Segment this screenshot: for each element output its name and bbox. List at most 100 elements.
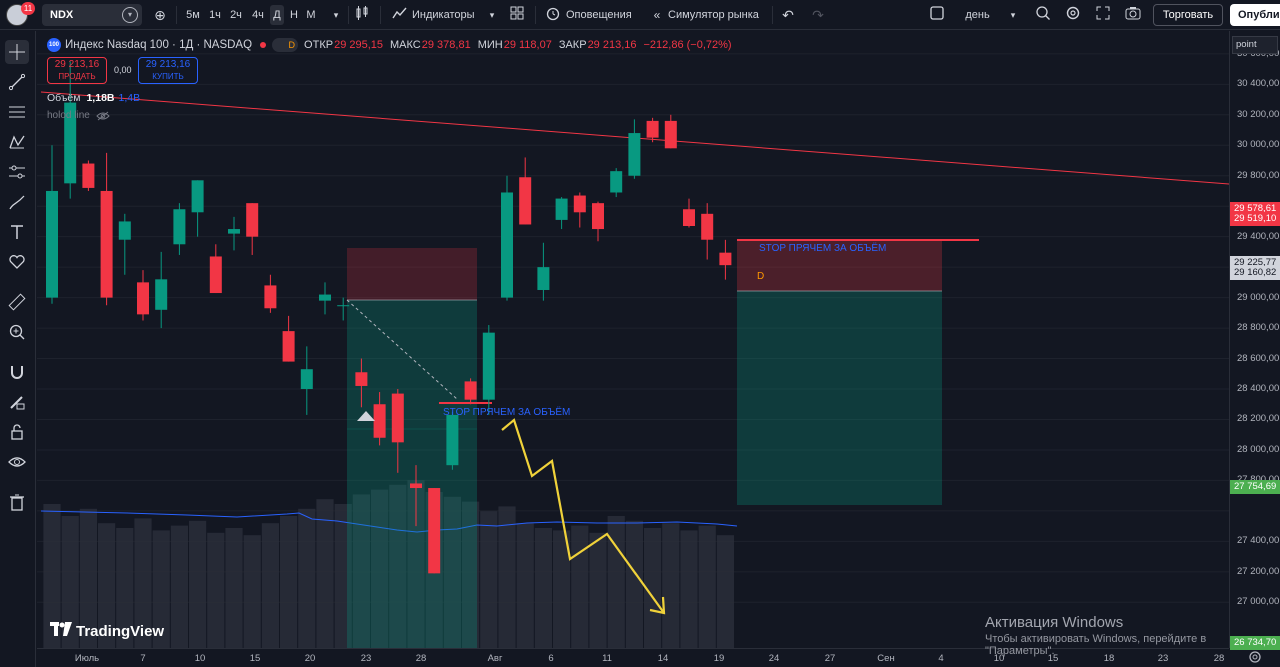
settings-gear-icon[interactable] xyxy=(1063,5,1083,25)
candle-body[interactable] xyxy=(246,203,259,237)
chart-title[interactable]: Индекс Nasdaq 100 · 1Д · NASDAQ xyxy=(65,39,253,51)
candle-body[interactable] xyxy=(373,404,386,438)
candle-body[interactable] xyxy=(46,190,58,298)
buy-button[interactable]: 29 213,16 КУПИТЬ xyxy=(138,57,198,84)
layouts-grid-icon[interactable] xyxy=(507,5,527,25)
forecast-arrow-path[interactable] xyxy=(501,418,665,614)
candle-body[interactable] xyxy=(410,483,422,489)
brush-icon[interactable] xyxy=(5,190,29,214)
horizontal-lines-icon[interactable] xyxy=(5,100,29,124)
alerts-button[interactable]: Оповещения xyxy=(566,9,632,21)
ruler-icon[interactable] xyxy=(5,290,29,314)
interval-w[interactable]: Н xyxy=(290,9,298,21)
trash-icon[interactable] xyxy=(5,490,29,514)
candle-body[interactable] xyxy=(592,203,604,230)
candle-body[interactable] xyxy=(191,180,204,213)
interval-5m[interactable]: 5м xyxy=(186,9,200,21)
candle-body[interactable] xyxy=(155,279,168,310)
interval-d[interactable]: Д xyxy=(270,5,284,25)
lock-pencil-icon[interactable] xyxy=(5,390,29,414)
interval-m[interactable]: М xyxy=(306,9,316,21)
interval-2h[interactable]: 2ч xyxy=(230,9,242,21)
publish-button[interactable]: Опубли xyxy=(1230,4,1280,26)
redo-icon[interactable]: ↷ xyxy=(812,7,824,23)
candle-body[interactable] xyxy=(555,198,568,220)
chevron-down-icon[interactable]: ▾ xyxy=(122,7,138,23)
candle-body[interactable] xyxy=(573,195,586,213)
replay-button[interactable]: Симулятор рынка xyxy=(668,9,759,21)
candle-body[interactable] xyxy=(319,294,331,301)
heart-icon[interactable] xyxy=(5,250,29,274)
magnet-icon[interactable] xyxy=(5,360,29,384)
pattern-icon[interactable] xyxy=(5,130,29,154)
candle-body[interactable] xyxy=(64,102,77,184)
volume-legend[interactable]: Объём 1,18B 1,4B xyxy=(47,92,141,104)
symbol-search[interactable]: NDX ▾ xyxy=(42,4,142,26)
position-target-zone[interactable] xyxy=(347,300,477,648)
replay-icon[interactable]: « xyxy=(653,8,661,22)
alarm-clock-icon[interactable] xyxy=(543,5,563,25)
sell-button[interactable]: 29 213,16 ПРОДАТЬ xyxy=(47,57,107,84)
crosshair-icon[interactable] xyxy=(5,40,29,64)
candle-body[interactable] xyxy=(209,256,222,294)
position-target-zone-right[interactable] xyxy=(737,291,942,505)
candle-body[interactable] xyxy=(519,177,532,225)
tradingview-logo[interactable]: TradingView xyxy=(50,622,164,640)
hold-line-legend[interactable]: holod line xyxy=(47,110,110,121)
candle-body[interactable] xyxy=(683,209,695,227)
candle-body[interactable] xyxy=(391,393,404,443)
candle-body[interactable] xyxy=(664,120,677,149)
candle-body[interactable] xyxy=(337,305,350,307)
camera-icon[interactable] xyxy=(1123,5,1143,25)
candle-body[interactable] xyxy=(282,331,295,362)
candle-body[interactable] xyxy=(355,372,368,386)
undo-icon[interactable]: ↶ xyxy=(782,7,794,23)
hidden-eye-icon[interactable] xyxy=(96,111,110,121)
position-stop-zone[interactable] xyxy=(347,248,477,300)
candles-icon[interactable] xyxy=(352,5,372,25)
candle-body[interactable] xyxy=(228,229,240,234)
indicators-icon[interactable] xyxy=(390,5,410,25)
candle-body[interactable] xyxy=(300,369,313,390)
position-stop-zone-right[interactable] xyxy=(737,239,942,291)
price-chart[interactable]: STOP ПРЯЧЕМ ЗА ОБЪЁМ STOP ПРЯЧЕМ ЗА ОБЪЁ… xyxy=(37,31,1229,648)
interval-4h[interactable]: 4ч xyxy=(252,9,264,21)
data-badge[interactable]: D xyxy=(272,38,299,52)
candle-body[interactable] xyxy=(428,488,441,574)
interval-1h[interactable]: 1ч xyxy=(209,9,221,21)
candle-body[interactable] xyxy=(646,120,659,138)
candle-body[interactable] xyxy=(173,209,186,245)
scale-settings-icon[interactable] xyxy=(1248,650,1262,664)
trade-button[interactable]: Торговать xyxy=(1153,4,1223,26)
candle-body[interactable] xyxy=(701,213,714,240)
candle-body[interactable] xyxy=(628,133,641,176)
candle-body[interactable] xyxy=(482,332,495,400)
lock-icon[interactable] xyxy=(5,420,29,444)
indicators-button[interactable]: Индикаторы xyxy=(412,9,475,21)
candle-body[interactable] xyxy=(537,267,550,290)
fullscreen-icon[interactable] xyxy=(1093,5,1113,25)
candle-body[interactable] xyxy=(137,282,149,315)
candle-body[interactable] xyxy=(118,221,131,240)
candle-body[interactable] xyxy=(264,285,277,309)
time-scale[interactable]: Июль 7 10 15 20 23 28 Авг 6 11 14 19 24 27 Сен 4 10 15 18 2… xyxy=(37,648,1229,667)
chevron-down-icon[interactable]: ▾ xyxy=(489,10,495,20)
candle-body[interactable] xyxy=(719,252,732,266)
candle-body[interactable] xyxy=(446,414,459,466)
quick-search-icon[interactable] xyxy=(1033,5,1053,25)
candle-body[interactable] xyxy=(100,190,113,298)
chevron-down-icon[interactable]: ▾ xyxy=(1010,10,1016,20)
eye-icon[interactable] xyxy=(5,450,29,474)
layout-name[interactable]: день xyxy=(965,9,990,21)
add-symbol-icon[interactable]: ⊕ xyxy=(154,7,166,23)
candle-body[interactable] xyxy=(610,171,623,193)
text-icon[interactable] xyxy=(5,220,29,244)
layout-square-icon[interactable] xyxy=(927,5,947,25)
candle-body[interactable] xyxy=(464,381,477,400)
candle-body[interactable] xyxy=(501,192,513,298)
zoom-in-icon[interactable] xyxy=(5,320,29,344)
forecast-icon[interactable] xyxy=(5,160,29,184)
chevron-down-icon[interactable]: ▾ xyxy=(333,10,339,20)
candle-body[interactable] xyxy=(82,163,95,188)
